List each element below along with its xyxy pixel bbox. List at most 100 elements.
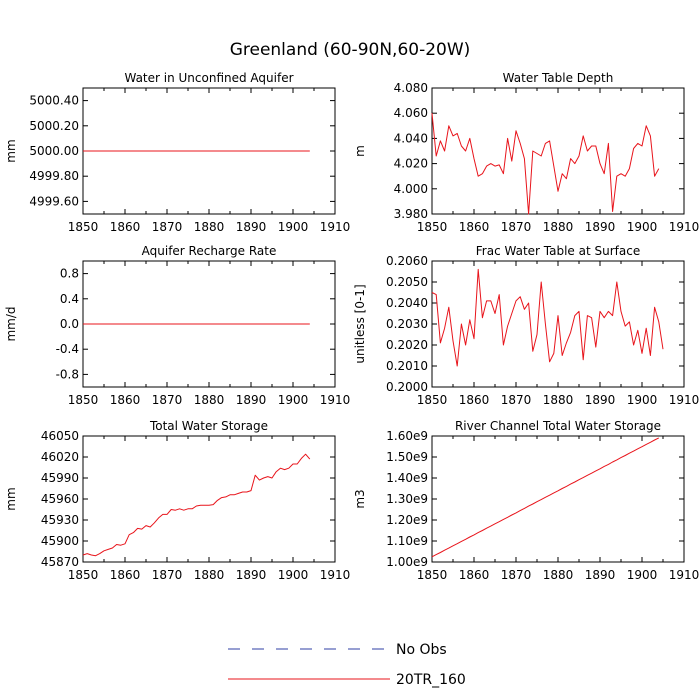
y-tick-label: 0.2060	[386, 254, 428, 268]
panel-aquifer-recharge-rate: Aquifer Recharge Rate 1850 1860 1870 1880 189…	[4, 244, 350, 407]
panel-frac-water-table-at-surface: Frac Water Table at Surface 1850 1860 1870 1…	[353, 244, 699, 407]
x-tick-label: 1880	[194, 568, 225, 582]
panel-title: Water Table Depth	[503, 71, 614, 85]
panel-title: River Channel Total Water Storage	[455, 419, 661, 433]
y-axis-label: mm/d	[4, 306, 18, 341]
y-tick-label: 1.40e9	[386, 471, 428, 485]
plot-frame	[82, 435, 336, 563]
y-axis-label: mm	[4, 487, 18, 510]
x-tick-label: 1890	[585, 393, 616, 407]
x-tick-label: 1860	[459, 568, 490, 582]
y-tick-label: 45900	[41, 534, 79, 548]
x-tick-label: 1910	[669, 568, 700, 582]
x-tick-label: 1910	[669, 220, 700, 234]
series-line-20tr-160	[431, 268, 664, 367]
y-tick-label: 4.000	[394, 182, 428, 196]
y-tick-label: 0.2030	[386, 317, 428, 331]
x-tick-label: 1890	[585, 220, 616, 234]
y-tick-label: 4.020	[394, 157, 428, 171]
x-tick-label: 1880	[543, 220, 574, 234]
x-tick-label: 1860	[110, 220, 141, 234]
x-tick-label: 1890	[236, 220, 267, 234]
x-tick-label: 1890	[585, 568, 616, 582]
y-tick-label: 4999.60	[29, 194, 79, 208]
legend: No Obs 20TR_160	[228, 642, 466, 688]
legend-label-no-obs: No Obs	[396, 642, 447, 658]
x-tick-label: 1870	[501, 393, 532, 407]
panel-total-water-storage: Total Water Storage 1850 1860 1870 1880 1890 1…	[4, 419, 350, 582]
legend-label-20tr-160: 20TR_160	[396, 672, 466, 688]
y-axis-label: m	[353, 145, 367, 157]
y-tick-label: 1.20e9	[386, 513, 428, 527]
x-tick-label: 1880	[543, 393, 574, 407]
y-tick-label: 1.00e9	[386, 555, 428, 569]
panel-title: Frac Water Table at Surface	[476, 244, 640, 258]
x-tick-label: 1900	[627, 568, 658, 582]
x-tick-label: 1850	[68, 220, 99, 234]
y-tick-label: -0.8	[56, 367, 79, 381]
x-tick-label: 1860	[110, 568, 141, 582]
y-tick-label: 0.4	[60, 292, 79, 306]
x-tick-label: 1910	[320, 393, 351, 407]
x-tick-label: 1850	[417, 393, 448, 407]
x-tick-label: 1880	[194, 393, 225, 407]
plot-frame	[431, 260, 685, 388]
panel-water-in-unconfined-aquifer: Water in Unconfined Aquifer 1850 1860 1870 1…	[4, 71, 350, 234]
x-tick-label: 1870	[501, 220, 532, 234]
panel-river-channel-total-water-storage: River Channel Total Water Storage 1850 186…	[353, 419, 699, 582]
series-line-20tr-160	[82, 453, 311, 557]
y-tick-label: 0.8	[60, 267, 79, 281]
y-tick-label: 4.080	[394, 81, 428, 95]
x-tick-label: 1900	[278, 568, 309, 582]
y-tick-label: 1.60e9	[386, 429, 428, 443]
y-tick-label: 4999.80	[29, 169, 79, 183]
y-tick-label: 45990	[41, 471, 79, 485]
y-tick-label: 4.040	[394, 131, 428, 145]
plot-frame	[431, 87, 685, 215]
x-tick-label: 1910	[320, 568, 351, 582]
y-tick-label: 0.2050	[386, 275, 428, 289]
series-line-20tr-160	[431, 437, 660, 558]
y-tick-label: 3.980	[394, 207, 428, 221]
x-tick-label: 1910	[669, 393, 700, 407]
y-tick-label: 0.2020	[386, 338, 428, 352]
y-axis-label: m3	[353, 489, 367, 508]
panel-title: Aquifer Recharge Rate	[142, 244, 277, 258]
x-tick-label: 1900	[278, 393, 309, 407]
panel-water-table-depth: Water Table Depth 1850 1860 1870 1880 1890 190…	[353, 71, 699, 234]
x-tick-label: 1850	[417, 220, 448, 234]
y-tick-label: 5000.20	[29, 119, 79, 133]
y-tick-label: 5000.40	[29, 94, 79, 108]
y-tick-label: 0.0	[60, 317, 79, 331]
x-tick-label: 1900	[627, 393, 658, 407]
figure-title: Greenland (60-90N,60-20W)	[230, 40, 471, 60]
y-tick-label: 45960	[41, 492, 79, 506]
x-tick-label: 1880	[543, 568, 574, 582]
y-tick-label: 4.060	[394, 106, 428, 120]
y-axis-label: mm	[4, 139, 18, 162]
plot-frame	[431, 435, 685, 563]
series-line-20tr-160	[431, 113, 660, 215]
x-tick-label: 1850	[68, 568, 99, 582]
x-tick-label: 1860	[110, 393, 141, 407]
y-tick-label: 5000.00	[29, 144, 79, 158]
x-tick-label: 1870	[152, 568, 183, 582]
x-tick-label: 1870	[501, 568, 532, 582]
y-tick-label: 1.10e9	[386, 534, 428, 548]
y-tick-label: 1.30e9	[386, 492, 428, 506]
y-tick-label: 46050	[41, 429, 79, 443]
y-axis-label: unitless [0-1]	[353, 284, 367, 363]
y-tick-label: 0.2040	[386, 296, 428, 310]
y-tick-label: 1.50e9	[386, 450, 428, 464]
x-tick-label: 1910	[320, 220, 351, 234]
x-tick-label: 1890	[236, 568, 267, 582]
panel-title: Water in Unconfined Aquifer	[124, 71, 293, 85]
x-tick-label: 1900	[278, 220, 309, 234]
x-tick-label: 1880	[194, 220, 225, 234]
x-tick-label: 1850	[68, 393, 99, 407]
x-tick-label: 1890	[236, 393, 267, 407]
x-tick-label: 1900	[627, 220, 658, 234]
panel-title: Total Water Storage	[149, 419, 268, 433]
